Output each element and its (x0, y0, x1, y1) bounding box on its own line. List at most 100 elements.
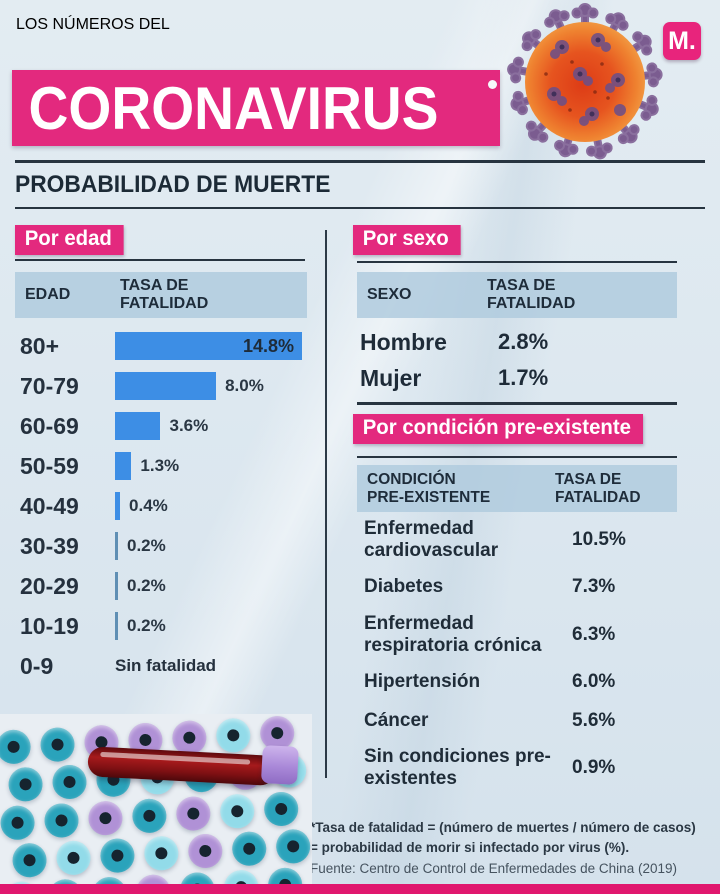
fatality-bar (115, 452, 132, 480)
condition-row-value: 0.9% (572, 757, 616, 778)
coronavirus-icon (507, 3, 663, 160)
condition-value-col-header: TASA DE FATALIDAD (555, 470, 641, 506)
tube-opening (67, 851, 80, 865)
tube-top (219, 793, 256, 830)
tube-opening (23, 853, 36, 867)
tube-top (55, 840, 92, 876)
age-row: 10-19 0.2% (20, 606, 315, 646)
bar-wrap: 0.4% (115, 492, 168, 520)
tube-opening (55, 814, 68, 827)
age-row: 60-69 3.6% (20, 406, 315, 446)
tube-opening (286, 840, 300, 853)
sex-value-col-header: TASA DE FATALIDAD (487, 276, 576, 312)
bar-value-label: 14.8% (242, 335, 294, 356)
sex-row-label: Mujer (360, 364, 422, 391)
footnote: *Tasa de fatalidad = (número de muertes … (310, 818, 712, 879)
condition-row-label: Hipertensión (364, 670, 481, 692)
tube-opening (111, 849, 124, 862)
age-row-label: 0-9 (20, 652, 54, 679)
condition-row: Enfermedad respiratoria crónica 6.3% (364, 610, 680, 660)
milenio-logo: M. (663, 22, 701, 60)
registered-mark-dot (488, 80, 497, 89)
tube-opening (155, 846, 168, 860)
condition-row: Sin condiciones pre-existentes 0.9% (364, 743, 680, 793)
no-fatality-text: Sin fatalidad (115, 656, 217, 675)
age-row-label: 80+ (20, 332, 60, 359)
tube-top (187, 833, 224, 869)
tube-top (39, 726, 76, 763)
fatality-bar (115, 492, 121, 520)
age-row-label: 40-49 (20, 492, 79, 519)
divider-under-sex-table (357, 402, 677, 405)
tube-opening (99, 811, 112, 825)
age-row: 0-9 Sin fatalidad (20, 646, 315, 686)
bar-wrap: 14.8% (115, 332, 302, 360)
bar-wrap: 1.3% (115, 452, 179, 480)
footnote-line-1: *Tasa de fatalidad = (número de muertes … (310, 820, 696, 835)
bar-value-label: 0.2% (127, 616, 166, 635)
age-row-label: 70-79 (20, 372, 79, 399)
age-badge-underline (15, 259, 305, 261)
condition-table: Enfermedad cardiovascular 10.5% Diabetes… (364, 516, 680, 793)
tube-top (7, 766, 44, 803)
tube-top (11, 842, 48, 879)
tube-top (223, 869, 260, 884)
sex-table-header: SEXO TASA DE FATALIDAD (357, 272, 677, 318)
condition-table-header: CONDICIÓN PRE-EXISTENTE TASA DE FATALIDA… (357, 465, 677, 512)
condition-row-label: Diabetes (364, 575, 444, 597)
fatality-bar (115, 572, 118, 600)
tube-top (43, 802, 80, 839)
age-row: 50-59 1.3% (20, 446, 315, 486)
tube-opening (51, 738, 64, 751)
bar-value-label: 0.2% (127, 536, 166, 555)
bar-value-label: 8.0% (225, 376, 264, 395)
tube-top (267, 867, 304, 884)
age-value-col-header: TASA DE FATALIDAD (120, 276, 209, 312)
sex-row-label: Hombre (360, 328, 447, 355)
tube-opening (226, 729, 240, 742)
bottom-accent-bar (0, 884, 720, 894)
condition-section-badge: Por condición pre-existente (353, 414, 643, 444)
condition-row-value: 7.3% (572, 576, 616, 597)
blood-tube-cap (260, 745, 299, 785)
tube-opening (187, 807, 200, 820)
age-section-badge: Por edad (15, 225, 124, 255)
bar-wrap: 0.2% (115, 612, 166, 640)
tube-top (135, 873, 172, 884)
footnote-line-2: = probabilidad de morir si infectado por… (310, 839, 630, 855)
bar-wrap: 0.2% (115, 532, 166, 560)
condition-row-label: Cáncer (364, 709, 429, 731)
tube-top (215, 717, 252, 754)
tube-top (143, 835, 180, 872)
age-row-label: 30-39 (20, 532, 79, 559)
age-row-label: 50-59 (20, 452, 79, 479)
condition-row: Cáncer 5.6% (364, 704, 680, 738)
bar-value-label: 3.6% (169, 416, 209, 435)
sex-row: Mujer 1.7% (360, 360, 680, 396)
age-row: 40-49 0.4% (20, 486, 315, 526)
condition-row-label: Sin condiciones pre-existentes (364, 745, 551, 789)
condition-row: Diabetes 7.3% (364, 569, 680, 605)
tube-opening (11, 816, 24, 830)
tube-top (179, 871, 216, 884)
tube-top (175, 795, 212, 832)
bar-wrap: 8.0% (115, 372, 264, 400)
condition-row-value: 5.6% (572, 710, 616, 731)
tube-top (51, 764, 88, 800)
sex-col-header: SEXO (367, 286, 412, 304)
milenio-logo-text: M. (668, 26, 696, 55)
condition-row-label: Enfermedad cardiovascular (364, 517, 499, 561)
divider-under-section-title (15, 207, 705, 209)
tube-opening (230, 804, 244, 818)
sex-row-value: 2.8% (498, 329, 549, 354)
column-divider (325, 230, 327, 778)
age-row: 70-79 8.0% (20, 366, 315, 406)
title-top: LOS NÚMEROS DEL (16, 16, 170, 33)
age-table-header: EDAD TASA DE FATALIDAD (15, 272, 307, 318)
age-row: 80+ 14.8% (20, 326, 315, 366)
tube-top (275, 828, 312, 865)
title-main: CORONAVIRUS (28, 74, 439, 142)
condition-row: Hipertensión 6.0% (364, 665, 680, 699)
tube-opening (183, 731, 196, 744)
